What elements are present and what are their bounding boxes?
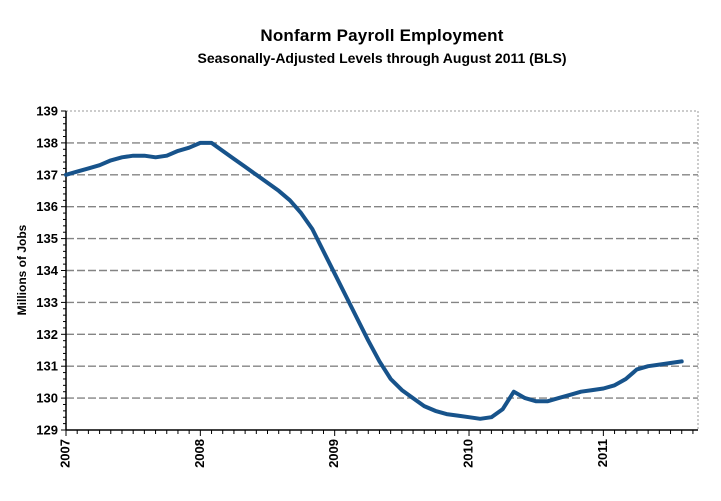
y-tick-label: 131 (36, 359, 58, 374)
x-year-label: 2011 (595, 439, 610, 467)
x-year-label: 2009 (326, 439, 341, 468)
y-tick-label: 134 (36, 263, 58, 278)
chart-title: Nonfarm Payroll Employment (260, 26, 504, 45)
payroll-employment-line (64, 140, 684, 421)
y-tick-label: 137 (36, 167, 58, 182)
y-tick-label: 133 (36, 295, 58, 310)
y-tick-label: 129 (36, 423, 58, 438)
chart-subtitle: Seasonally-Adjusted Levels through Augus… (197, 50, 567, 66)
y-tick-label: 139 (36, 104, 58, 119)
x-year-label: 2010 (460, 439, 475, 468)
x-year-label: 2008 (192, 439, 207, 468)
y-tick-label: 132 (36, 327, 58, 342)
y-tick-label: 136 (36, 199, 58, 214)
y-tick-label: 130 (36, 391, 58, 406)
x-year-label: 2007 (57, 439, 72, 468)
y-tick-label: 135 (36, 231, 58, 246)
y-tick-label: 138 (36, 135, 58, 150)
